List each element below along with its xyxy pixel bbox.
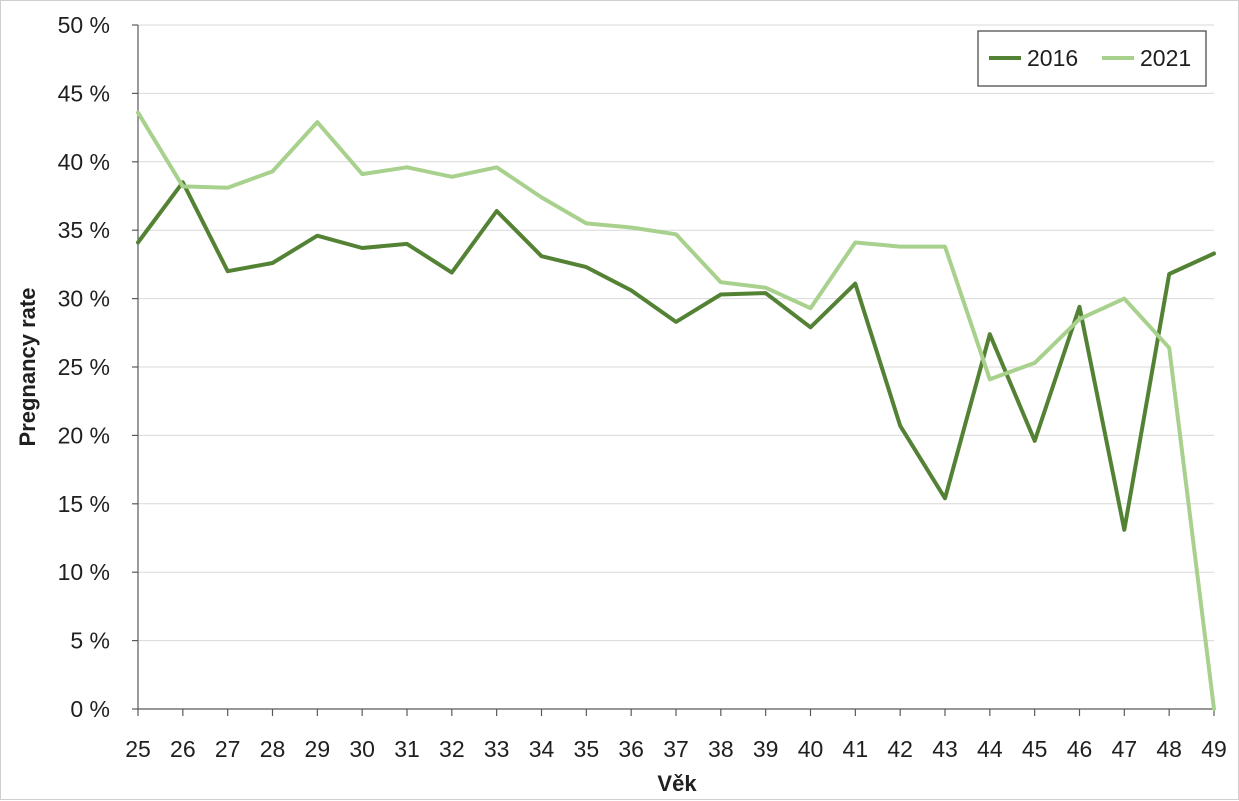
x-tick-label: 46 xyxy=(1067,736,1093,762)
x-tick-label: 33 xyxy=(484,736,510,762)
y-tick-labels: 0 % 5 % 10 % 15 % 20 % 25 % 30 % 35 % 40 % 45 % 50… xyxy=(58,12,110,722)
y-tick-label: 40 % xyxy=(58,149,110,175)
x-tick-label: 48 xyxy=(1156,736,1182,762)
x-tick-label: 45 xyxy=(1022,736,1048,762)
x-tick-label: 26 xyxy=(170,736,196,762)
y-tick-label: 50 % xyxy=(58,12,110,38)
x-tick-label: 32 xyxy=(439,736,465,762)
series-lines xyxy=(136,110,1216,711)
legend: 2016 2021 xyxy=(977,30,1207,87)
y-tick-label: 30 % xyxy=(58,286,110,312)
x-tick-label: 29 xyxy=(305,736,331,762)
x-tick-labels: 25 26 27 28 29 30 31 32 33 34 35 36 37 38 39 40 41 42 43 44… xyxy=(125,736,1227,762)
y-tick-label: 35 % xyxy=(58,217,110,243)
x-tick-label: 31 xyxy=(394,736,420,762)
y-tick-label: 45 % xyxy=(58,80,110,106)
y-tick-label: 10 % xyxy=(58,559,110,585)
x-tick-label: 39 xyxy=(753,736,779,762)
legend-label-2021: 2021 xyxy=(1140,45,1191,71)
x-tick-label: 28 xyxy=(260,736,286,762)
x-tick-label: 30 xyxy=(349,736,375,762)
x-tick-label: 27 xyxy=(215,736,241,762)
y-tick-label: 15 % xyxy=(58,491,110,517)
x-tick-label: 41 xyxy=(843,736,869,762)
series-line-2021 xyxy=(136,110,1216,711)
x-axis-title: Věk xyxy=(657,771,697,796)
y-tick-label: 25 % xyxy=(58,354,110,380)
x-tick-label: 38 xyxy=(708,736,734,762)
y-axis-title: Pregnancy rate xyxy=(15,288,40,447)
series-line-2016 xyxy=(136,180,1216,532)
x-tick-label: 43 xyxy=(932,736,958,762)
axes xyxy=(132,24,1215,716)
x-tick-label: 34 xyxy=(529,736,555,762)
legend-label-2016: 2016 xyxy=(1027,45,1078,71)
x-tick-label: 40 xyxy=(798,736,824,762)
y-tick-label: 20 % xyxy=(58,422,110,448)
y-tick-label: 5 % xyxy=(70,628,110,654)
x-tick-label: 25 xyxy=(125,736,151,762)
x-tick-label: 35 xyxy=(574,736,600,762)
x-tick-label: 44 xyxy=(977,736,1003,762)
x-tick-label: 47 xyxy=(1112,736,1138,762)
x-tick-label: 37 xyxy=(663,736,689,762)
x-tick-label: 49 xyxy=(1201,736,1227,762)
x-tick-label: 42 xyxy=(887,736,913,762)
x-tick-label: 36 xyxy=(618,736,644,762)
y-tick-label: 0 % xyxy=(70,696,110,722)
grid-lines xyxy=(138,24,1214,642)
